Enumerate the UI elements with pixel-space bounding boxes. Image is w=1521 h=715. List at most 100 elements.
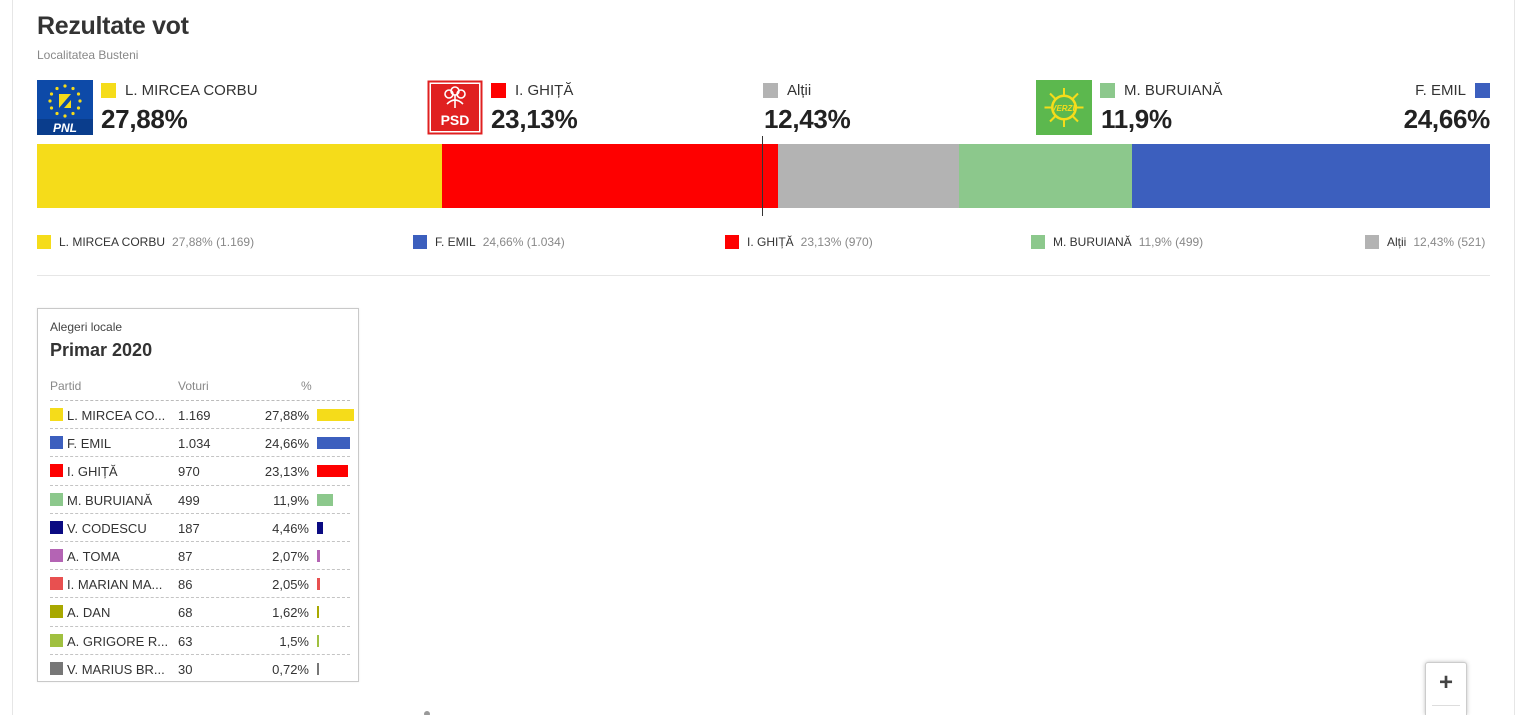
verzii-logo-icon: VERZII	[1036, 80, 1092, 135]
legend-value: 27,88% (1.169)	[172, 235, 255, 249]
svg-text:PSD: PSD	[441, 112, 470, 128]
row-percent: 23,13%	[264, 464, 309, 480]
table-body: L. MIRCEA CO... 1.169 27,88% F. EMIL 1.034 24…	[50, 401, 354, 683]
results-table-card: Alegeri locale Primar 2020 Partid Voturi…	[37, 308, 359, 682]
legend-name: L. MIRCEA CORBU	[59, 235, 166, 249]
table-row[interactable]: V. CODESCU 187 4,46%	[50, 514, 350, 542]
table-header: Partid Voturi %	[50, 379, 350, 401]
swatch-altii	[763, 83, 778, 98]
table-row[interactable]: V. MARIUS BR... 30 0,72%	[50, 655, 350, 683]
row-percent: 27,88%	[264, 408, 309, 423]
row-votes: 499	[178, 492, 200, 508]
row-candidate-name: A. TOMA	[67, 548, 120, 564]
legend-value: 23,13% (970)	[800, 235, 873, 249]
table-row[interactable]: F. EMIL 1.034 24,66%	[50, 429, 350, 458]
legend-swatch	[725, 235, 739, 249]
row-votes: 30	[178, 661, 193, 677]
row-share-bar	[317, 549, 320, 562]
table-row[interactable]: A. GRIGORE R... 63 1,5%	[50, 627, 350, 655]
bar-segment-2[interactable]	[778, 144, 959, 208]
swatch-mircea-corbu	[101, 83, 116, 98]
majority-marker-line	[762, 136, 763, 216]
candidate-percent: 24,66%	[1403, 104, 1491, 134]
candidate-percent: 12,43%	[764, 104, 851, 134]
candidate-name: M. BURUIANĂ	[1124, 82, 1223, 99]
legend-swatch	[37, 235, 51, 249]
legend-name: F. EMIL	[435, 235, 476, 249]
legend-swatch	[1365, 235, 1379, 249]
row-candidate-name: A. DAN	[67, 605, 111, 621]
row-votes: 63	[178, 633, 193, 649]
table-row[interactable]: I. GHIȚĂ 970 23,13%	[50, 457, 350, 486]
column-header-percent: %	[301, 379, 312, 393]
row-candidate-name: I. MARIAN MA...	[67, 577, 163, 593]
legend-name: Alții	[1387, 235, 1407, 249]
bar-segment-3[interactable]	[958, 144, 1132, 208]
legend-value: 12,43% (521)	[1413, 235, 1486, 249]
row-votes: 1.169	[178, 408, 211, 423]
legend-item-buruiana[interactable]: M. BURUIANĂ 11,9% (499)	[1031, 235, 1203, 249]
legend-name: M. BURUIANĂ	[1053, 235, 1132, 249]
row-percent: 1,5%	[279, 633, 309, 649]
table-row[interactable]: A. TOMA 87 2,07%	[50, 542, 350, 571]
column-header-partid: Partid	[50, 379, 82, 393]
pnl-logo-icon: PNL	[37, 80, 93, 135]
row-swatch	[50, 633, 63, 647]
row-swatch	[50, 436, 63, 450]
candidate-percent: 23,13%	[491, 104, 578, 134]
legend-swatch	[413, 235, 427, 249]
card-kicker: Alegeri locale	[50, 320, 123, 334]
row-swatch	[50, 548, 63, 562]
results-stacked-bar	[37, 144, 1490, 208]
legend-item-ghita[interactable]: I. GHIȚĂ 23,13% (970)	[725, 235, 873, 249]
bar-segment-4[interactable]	[1131, 144, 1490, 208]
row-share-bar	[317, 662, 319, 675]
row-percent: 0,72%	[272, 661, 309, 677]
row-percent: 2,05%	[272, 577, 309, 593]
candidate-name: Alții	[787, 82, 812, 99]
table-row[interactable]: M. BURUIANĂ 499 11,9%	[50, 486, 350, 514]
row-candidate-name: I. GHIȚĂ	[67, 464, 118, 480]
row-candidate-name: V. MARIUS BR...	[67, 661, 165, 677]
svg-text:PNL: PNL	[53, 121, 77, 135]
map-marker-dot	[424, 711, 430, 715]
legend-value: 11,9% (499)	[1138, 235, 1204, 249]
section-divider	[37, 275, 1490, 276]
row-candidate-name: M. BURUIANĂ	[67, 492, 153, 508]
svg-text:VERZII: VERZII	[1051, 104, 1078, 113]
zoom-in-button[interactable]: +	[1425, 662, 1467, 715]
candidate-percent: 27,88%	[101, 104, 188, 134]
card-title: Primar 2020	[50, 340, 153, 360]
page-frame	[12, 0, 1515, 715]
row-swatch	[50, 577, 63, 591]
column-header-voturi: Voturi	[178, 379, 209, 393]
swatch-buruiana	[1100, 83, 1115, 98]
candidate-name: I. GHIȚĂ	[515, 82, 574, 99]
row-votes: 86	[178, 577, 193, 593]
row-share-bar	[317, 409, 354, 421]
row-share-bar	[317, 606, 320, 619]
row-share-bar	[317, 578, 320, 591]
legend-value: 24,66% (1.034)	[482, 235, 565, 249]
table-row[interactable]: L. MIRCEA CO... 1.169 27,88%	[50, 401, 354, 430]
table-row[interactable]: I. MARIAN MA... 86 2,05%	[50, 570, 350, 599]
legend-name: I. GHIȚĂ	[747, 235, 794, 249]
row-percent: 24,66%	[264, 436, 309, 452]
bar-segment-0[interactable]	[37, 144, 443, 208]
zoom-separator	[1432, 705, 1460, 706]
candidate-name: L. MIRCEA CORBU	[125, 82, 258, 99]
page-title: Rezultate vot	[37, 12, 189, 40]
legend-item-emil[interactable]: F. EMIL 24,66% (1.034)	[413, 235, 565, 249]
row-share-bar	[317, 634, 319, 647]
legend-item-mircea-corbu[interactable]: L. MIRCEA CORBU 27,88% (1.169)	[37, 235, 254, 249]
row-swatch	[50, 464, 63, 478]
row-candidate-name: F. EMIL	[67, 436, 112, 452]
plus-icon: +	[1438, 669, 1453, 696]
legend-item-altii[interactable]: Alții 12,43% (521)	[1365, 235, 1485, 249]
swatch-ghita	[491, 83, 506, 98]
row-candidate-name: L. MIRCEA CO...	[67, 408, 166, 423]
swatch-emil	[1475, 83, 1490, 98]
row-percent: 2,07%	[272, 548, 309, 564]
table-row[interactable]: A. DAN 68 1,62%	[50, 598, 350, 627]
bar-segment-1[interactable]	[442, 144, 779, 208]
